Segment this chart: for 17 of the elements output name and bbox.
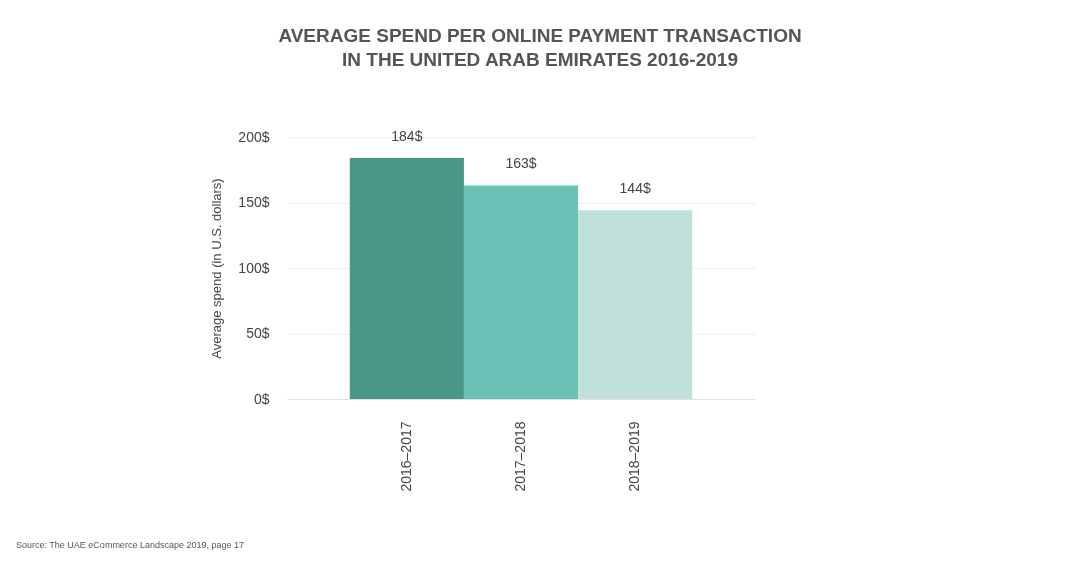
bar xyxy=(578,210,693,399)
y-tick-label: 100$ xyxy=(238,259,270,276)
x-tick-label: 2017–2018 xyxy=(512,421,528,492)
y-tick-label: 200$ xyxy=(238,128,270,145)
x-tick-label: 2018–2019 xyxy=(626,421,643,492)
y-axis-title: Average spend (in U.S. dollars) xyxy=(209,178,225,359)
y-tick-label: 50$ xyxy=(246,325,270,341)
y-tick-label: 150$ xyxy=(238,194,270,210)
bar xyxy=(349,157,464,399)
chart-title: AVERAGE SPEND PER ONLINE PAYMENT TRANSACTION IN THE UNITED ARAB EMIRATES 2016-2019 xyxy=(278,24,802,70)
data-label: 184$ xyxy=(391,127,423,144)
y-tick-label: 0$ xyxy=(253,390,270,407)
data-label: 144$ xyxy=(619,180,651,197)
bar xyxy=(463,185,579,399)
source-note: Source: The UAE eCommerce Landscape 2019, page 17 xyxy=(16,540,244,550)
x-tick-label: 2016–2017 xyxy=(397,421,414,492)
data-label: 163$ xyxy=(505,155,537,172)
